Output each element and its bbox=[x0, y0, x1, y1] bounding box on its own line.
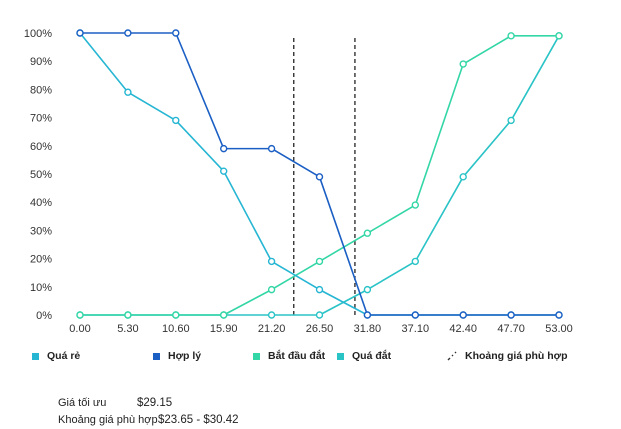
range-lines bbox=[293, 38, 356, 315]
data-point-qua-dat[interactable] bbox=[267, 311, 276, 319]
legend-item-qua-dat[interactable]: Quá đắt bbox=[337, 350, 391, 362]
data-point-hop-ly[interactable] bbox=[363, 311, 372, 319]
data-point-bat-dau-dat[interactable] bbox=[411, 201, 419, 209]
x-tick-label: 0.00 bbox=[69, 323, 90, 335]
data-point-qua-re[interactable] bbox=[267, 257, 276, 266]
price-range-row: Khoảng giá phù hợp $23.65 - $30.42 bbox=[58, 411, 239, 428]
legend-item-khoang-gia[interactable]: Khoảng giá phù hợp bbox=[447, 350, 568, 362]
data-point-bat-dau-dat[interactable] bbox=[124, 311, 132, 319]
data-point-bat-dau-dat[interactable] bbox=[76, 311, 84, 319]
legend-swatch-qua-re bbox=[32, 352, 39, 360]
legend-label-hop-ly: Hợp lý bbox=[168, 350, 202, 362]
data-point-bat-dau-dat[interactable] bbox=[363, 229, 372, 237]
data-point-hop-ly[interactable] bbox=[124, 29, 132, 37]
price-sensitivity-chart: 0% 10% 20% 30% 40% 50% 60% 70% 80% 90% 100% 0.00 5.3… bbox=[24, 28, 573, 335]
data-point-hop-ly[interactable] bbox=[507, 311, 515, 319]
data-point-qua-re[interactable] bbox=[172, 116, 180, 125]
legend-label-qua-re: Quá rẻ bbox=[47, 350, 81, 362]
y-tick-label: 30% bbox=[30, 225, 52, 237]
legend-label-bat-dau-dat: Bắt đầu đắt bbox=[268, 350, 326, 362]
legend: Quá rẻ Hợp lý Bắt đầu đắt Quá đắt Khoảng… bbox=[0, 350, 621, 370]
x-tick-label: 5.30 bbox=[117, 323, 138, 335]
y-tick-label: 50% bbox=[30, 169, 52, 181]
legend-label-qua-dat: Quá đắt bbox=[352, 350, 392, 362]
data-point-bat-dau-dat[interactable] bbox=[172, 311, 180, 319]
price-range-label: Khoảng giá phù hợp bbox=[58, 413, 158, 426]
y-tick-label: 20% bbox=[30, 254, 52, 266]
price-summary: Giá tối ưu $29.15 Khoảng giá phù hợp $23… bbox=[58, 394, 239, 428]
data-point-hop-ly[interactable] bbox=[267, 144, 276, 153]
data-point-hop-ly[interactable] bbox=[76, 29, 84, 37]
data-point-bat-dau-dat[interactable] bbox=[315, 257, 324, 266]
legend-item-hop-ly[interactable]: Hợp lý bbox=[153, 350, 201, 362]
y-tick-label: 90% bbox=[30, 56, 52, 68]
data-point-qua-dat[interactable] bbox=[315, 311, 324, 319]
optimal-price-row: Giá tối ưu $29.15 bbox=[58, 394, 239, 411]
data-point-bat-dau-dat[interactable] bbox=[219, 311, 228, 319]
y-tick-label: 80% bbox=[30, 84, 52, 96]
legend-swatch-qua-dat bbox=[337, 352, 344, 360]
data-point-qua-re[interactable] bbox=[219, 167, 228, 175]
data-point-hop-ly[interactable] bbox=[411, 311, 419, 319]
y-tick-label: 10% bbox=[30, 282, 52, 294]
data-point-hop-ly[interactable] bbox=[459, 311, 467, 319]
data-point-bat-dau-dat[interactable] bbox=[459, 60, 467, 68]
legend-swatch-hop-ly bbox=[153, 352, 160, 360]
legend-item-qua-re[interactable]: Quá rẻ bbox=[32, 350, 80, 362]
y-tick-label: 100% bbox=[24, 28, 52, 40]
data-point-qua-dat[interactable] bbox=[411, 257, 419, 266]
data-point-qua-dat[interactable] bbox=[363, 285, 372, 294]
data-point-bat-dau-dat[interactable] bbox=[507, 32, 515, 40]
optimal-price-value: $29.15 bbox=[137, 396, 173, 409]
x-tick-label: 53.00 bbox=[545, 323, 573, 335]
data-point-qua-dat[interactable] bbox=[507, 116, 515, 125]
data-point-hop-ly[interactable] bbox=[219, 144, 228, 153]
x-tick-label: 26.50 bbox=[306, 323, 334, 335]
legend-label-khoang-gia: Khoảng giá phù hợp bbox=[465, 350, 568, 362]
legend-item-bat-dau-dat[interactable]: Bắt đầu đắt bbox=[253, 350, 325, 362]
optimal-price-label: Giá tối ưu bbox=[58, 396, 107, 409]
x-tick-label: 21.20 bbox=[258, 323, 286, 335]
series-group bbox=[76, 29, 563, 319]
x-tick-label: 10.60 bbox=[162, 323, 190, 335]
y-tick-label: 40% bbox=[30, 197, 52, 209]
data-point-bat-dau-dat[interactable] bbox=[555, 32, 563, 40]
price-range-value: $23.65 - $30.42 bbox=[158, 413, 239, 426]
y-tick-label: 70% bbox=[30, 113, 52, 125]
data-point-hop-ly[interactable] bbox=[172, 29, 180, 37]
x-tick-label: 15.90 bbox=[210, 323, 238, 335]
data-point-qua-re[interactable] bbox=[315, 285, 324, 294]
data-point-bat-dau-dat[interactable] bbox=[267, 285, 276, 294]
y-tick-label: 60% bbox=[30, 141, 52, 153]
data-point-qua-re[interactable] bbox=[124, 88, 132, 96]
data-point-qua-dat[interactable] bbox=[459, 173, 467, 181]
x-tick-label: 47.70 bbox=[497, 323, 525, 335]
legend-swatch-bat-dau-dat bbox=[253, 352, 260, 360]
y-tick-label: 0% bbox=[36, 310, 52, 322]
x-tick-label: 31.80 bbox=[354, 323, 382, 335]
data-point-hop-ly[interactable] bbox=[555, 311, 563, 319]
axis-group: 0% 10% 20% 30% 40% 50% 60% 70% 80% 90% 100% 0.00 5.3… bbox=[24, 28, 573, 335]
x-tick-label: 42.40 bbox=[449, 323, 477, 335]
x-tick-label: 37.10 bbox=[402, 323, 430, 335]
data-point-hop-ly[interactable] bbox=[315, 173, 324, 181]
dashed-line-icon bbox=[447, 351, 457, 361]
